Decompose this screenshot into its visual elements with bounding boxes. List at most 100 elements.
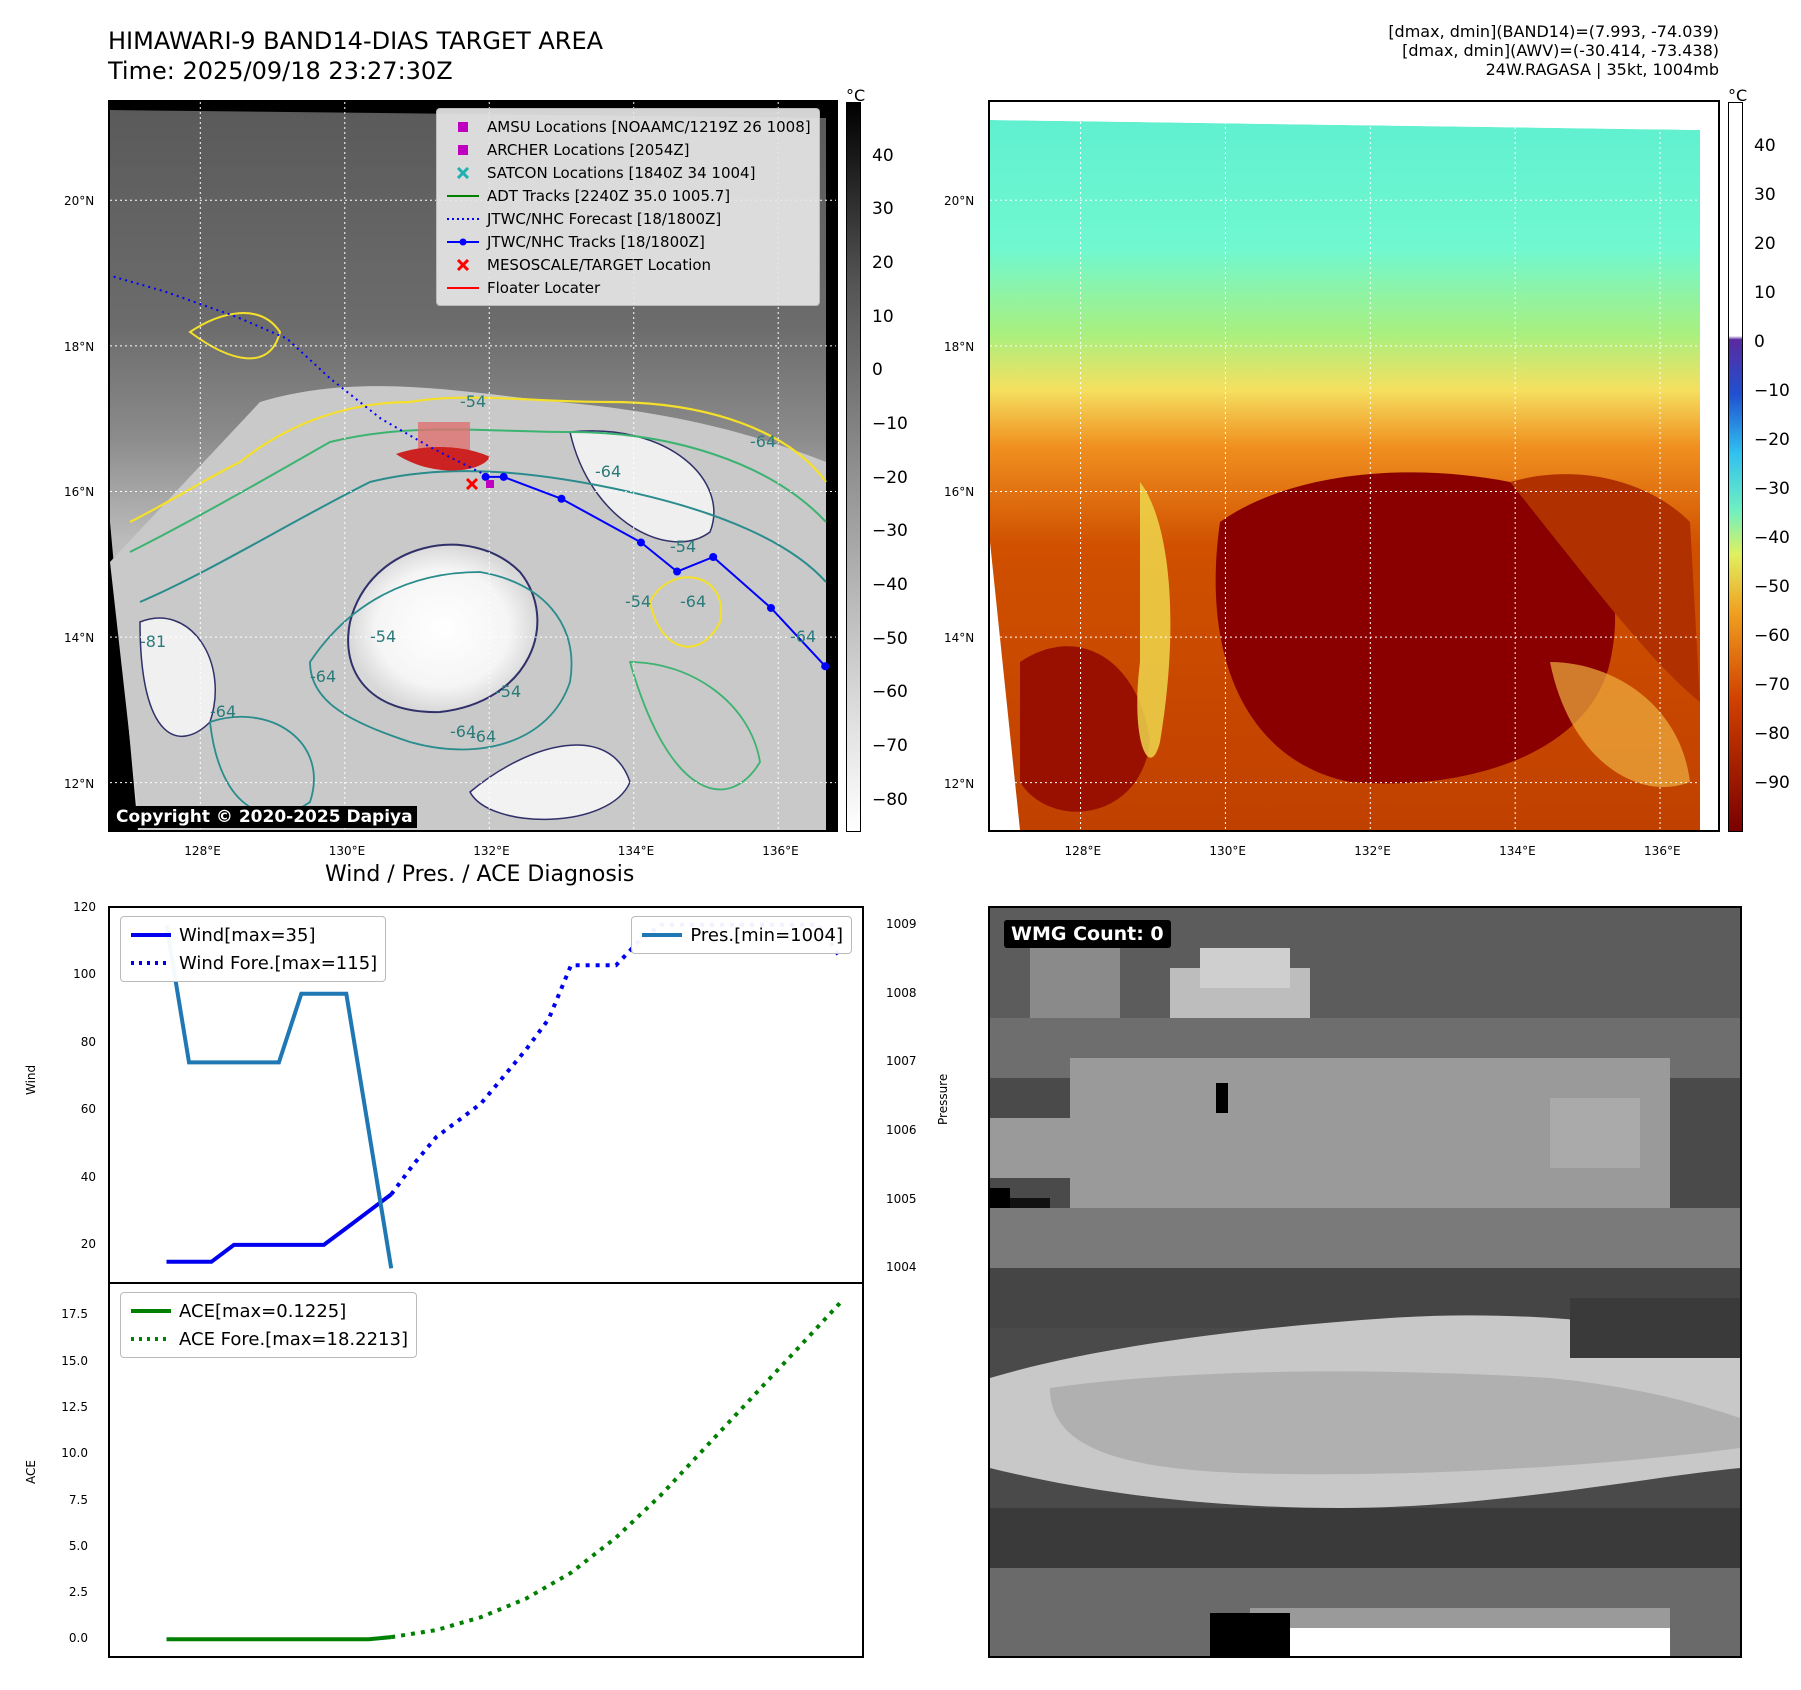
awv-colorbar: [1728, 102, 1743, 832]
wind-forecast-legend-label: Wind Fore.[max=115]: [179, 952, 378, 974]
wmg-panel[interactable]: WMG Count: 0: [988, 906, 1742, 1658]
wind-axis-label: Wind: [24, 1064, 38, 1095]
y-tick: 15.0: [61, 1353, 88, 1368]
colorbar-tick: −60: [872, 682, 908, 703]
series-line-1: [390, 1300, 843, 1640]
storm-info: [dmax, dmin](BAND14)=(7.993, -74.039) [d…: [1388, 22, 1719, 79]
y-tick: 1006: [886, 1123, 917, 1138]
y-tick: 1004: [886, 1260, 917, 1275]
ir-colorbar-unit: °C: [846, 86, 866, 105]
colorbar-tick: 30: [1754, 185, 1776, 206]
colorbar-tick: −40: [872, 575, 908, 596]
series-line-0: [166, 1635, 392, 1642]
y-tick: 40: [80, 1169, 96, 1184]
colorbar-tick: −80: [1754, 724, 1790, 744]
series-line-2: [164, 924, 394, 1269]
pressure-legend: Pres.[min=1004]: [631, 916, 852, 954]
y-tick: 20: [80, 1236, 96, 1251]
contour-label: -64: [310, 667, 336, 686]
lon-label: 132°E: [1354, 844, 1391, 858]
title-line-1: HIMAWARI-9 BAND14-DIAS TARGET AREA: [108, 27, 604, 55]
colorbar-tick: −50: [1754, 577, 1790, 598]
contour-label: -81: [140, 632, 166, 651]
legend-entry: ARCHER Locations [2054Z]: [445, 138, 811, 161]
wind-pressure-chart[interactable]: Wind[max=35] Wind Fore.[max=115] Pres.[m…: [108, 906, 864, 1284]
wind-legend: Wind[max=35] Wind Fore.[max=115]: [120, 916, 387, 982]
ace-chart[interactable]: ACE[max=0.1225] ACE Fore.[max=18.2213]: [108, 1282, 864, 1658]
legend-label: AMSU Locations [NOAAMC/1219Z 26 1008]: [487, 117, 811, 136]
series-line-0: [166, 1192, 393, 1264]
copyright-label: Copyright © 2020-2025 Dapiya: [112, 806, 417, 828]
colorbar-tick: 0: [872, 360, 883, 381]
archer-location-marker: [486, 480, 494, 488]
contour-label: -64: [595, 462, 621, 481]
ace-axis-label: ACE: [24, 1460, 38, 1484]
y-tick: 10.0: [61, 1446, 88, 1461]
lat-label: 18°N: [944, 339, 975, 354]
target-location-marker: [465, 477, 479, 491]
colorbar-tick: −50: [872, 628, 908, 649]
contour-label: -54: [495, 682, 521, 701]
lon-label: 132°E: [473, 844, 510, 858]
colorbar-tick: 0: [1754, 332, 1765, 353]
lat-label: 16°N: [64, 485, 95, 500]
track-point: [499, 472, 508, 481]
legend-x-icon: [445, 258, 481, 271]
legend-line-icon: [445, 282, 481, 294]
lon-label: 130°E: [1209, 844, 1246, 858]
series-line-1: [389, 922, 843, 1196]
colorbar-tick: −20: [872, 467, 908, 488]
pressure-axis-label: Pressure: [936, 1073, 950, 1125]
track-point: [766, 603, 775, 612]
y-tick: 12.5: [61, 1400, 88, 1414]
ir-satellite-map[interactable]: -64 -54 -64 -54 -64 -54 -64 -81 -64 -54 -64 -64 -64-…: [108, 100, 838, 832]
colorbar-tick: −30: [1754, 479, 1790, 500]
awv-map[interactable]: [988, 100, 1720, 832]
y-tick: 120: [73, 900, 96, 914]
lon-label: 136°E: [762, 844, 799, 858]
legend-entry: SATCON Locations [1840Z 34 1004]: [445, 161, 811, 184]
wmg-image: [990, 908, 1740, 1656]
contour-label: -54: [460, 392, 486, 411]
contour-label: -64: [750, 432, 776, 451]
colorbar-tick: 40: [872, 145, 894, 166]
y-tick: 0.0: [68, 1631, 88, 1646]
track-point: [821, 662, 830, 671]
ace-forecast-legend-label: ACE Fore.[max=18.2213]: [179, 1328, 408, 1350]
y-tick: 7.5: [68, 1492, 88, 1507]
contour-label: -64: [210, 702, 236, 721]
contour-label: -64: [470, 727, 496, 746]
diagnosis-title: Wind / Pres. / ACE Diagnosis: [325, 862, 635, 887]
colorbar-tick: −30: [872, 521, 908, 542]
y-tick: 1005: [886, 1191, 917, 1206]
lat-label: 20°N: [64, 194, 95, 209]
colorbar-tick: −80: [872, 789, 908, 810]
lon-label: 130°E: [328, 844, 366, 858]
ir-map-legend: AMSU Locations [NOAAMC/1219Z 26 1008] ARC…: [436, 108, 820, 306]
y-tick: 1007: [886, 1054, 917, 1069]
lat-label: 12°N: [944, 776, 975, 791]
colorbar-tick: −70: [1754, 675, 1790, 696]
info-line-3: 24W.RAGASA | 35kt, 1004mb: [1485, 60, 1719, 79]
ace-plot: [166, 1300, 843, 1642]
lat-label: 14°N: [944, 631, 975, 646]
ir-colorbar: [846, 102, 861, 832]
y-tick: 1008: [886, 985, 917, 1000]
lon-label: 128°E: [184, 844, 221, 858]
ace-legend: ACE[max=0.1225] ACE Fore.[max=18.2213]: [120, 1292, 417, 1358]
contour-label: -54: [670, 537, 696, 556]
y-tick: 2.5: [68, 1585, 88, 1600]
legend-label: ARCHER Locations [2054Z]: [487, 140, 690, 159]
colorbar-tick: −20: [1754, 430, 1790, 451]
lat-label: 16°N: [944, 485, 975, 500]
lon-label: 134°E: [1499, 844, 1536, 858]
legend-entry: JTWC/NHC Tracks [18/1800Z]: [445, 230, 811, 253]
legend-label: MESOSCALE/TARGET Location: [487, 255, 712, 274]
lon-label: 136°E: [1644, 844, 1681, 858]
colorbar-tick: −40: [1754, 528, 1790, 549]
legend-x-icon: [445, 166, 481, 179]
wind-pressure-plot: [164, 922, 843, 1269]
contour-label: -54: [370, 627, 396, 646]
legend-line-dot-icon: [445, 236, 481, 248]
y-tick: 60: [80, 1102, 96, 1117]
